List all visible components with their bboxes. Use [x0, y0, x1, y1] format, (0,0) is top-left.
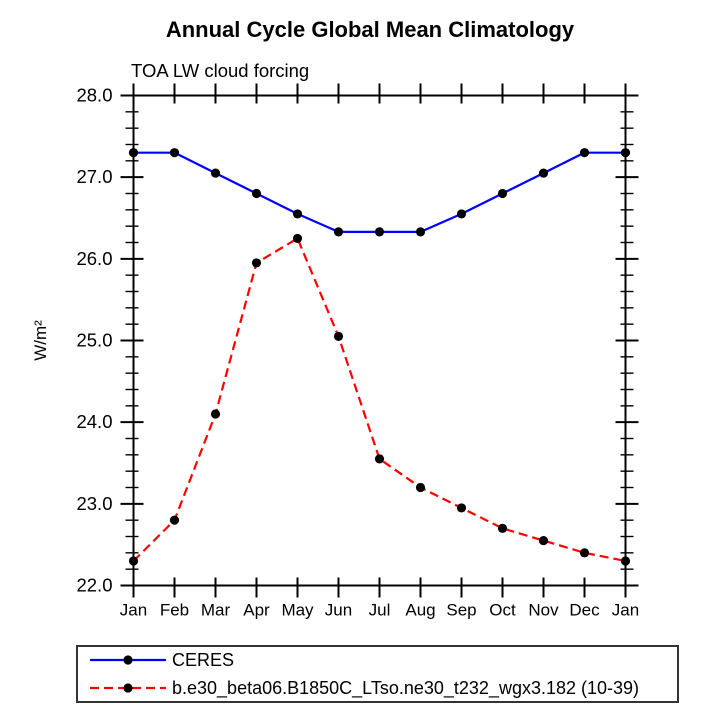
legend-label-model: b.e30_beta06.B1850C_LTso.ne30_t232_wgx3.… [172, 677, 640, 698]
y-axis-tick-label: 26.0 [76, 248, 112, 269]
data-point-model [333, 331, 344, 342]
data-point-model [579, 548, 590, 558]
series-line-model [132, 237, 626, 563]
y-axis-title: W/m² [31, 320, 50, 361]
series-line-ceres [133, 151, 626, 233]
y-axis-tick-label: 28.0 [76, 85, 112, 106]
x-axis-tick-label: Jan [120, 601, 147, 620]
legend-swatch-dashed-red-line-icon [90, 683, 166, 693]
legend-item-ceres: CERES [88, 647, 677, 673]
x-axis-tick-label: Apr [243, 601, 270, 620]
data-point-model [538, 535, 549, 546]
x-axis-tick-label: May [281, 601, 314, 620]
y-axis-tick-label: 25.0 [76, 330, 112, 351]
data-point-ceres [292, 209, 303, 219]
data-point-ceres [374, 227, 385, 237]
legend-label-ceres: CERES [172, 649, 235, 670]
legend-swatch-solid-blue-line-icon [90, 655, 166, 665]
data-point-model [456, 503, 467, 513]
data-point-ceres [538, 168, 549, 178]
data-point-ceres [128, 148, 139, 158]
data-point-ceres [620, 148, 631, 158]
data-point-model [251, 258, 262, 268]
y-axis-tick-label: 22.0 [76, 575, 112, 596]
data-point-ceres [333, 227, 344, 237]
data-point-model [169, 515, 180, 525]
chart-subtitle: TOA LW cloud forcing [131, 60, 310, 81]
data-point-ceres [415, 227, 426, 237]
data-point-ceres [579, 148, 590, 158]
data-point-model [210, 409, 221, 419]
x-axis-tick-label: Mar [201, 601, 231, 620]
chart-title: Annual Cycle Global Mean Climatology [165, 17, 575, 42]
x-axis-tick-label: Jun [325, 601, 352, 620]
data-point-ceres [251, 188, 262, 199]
data-point-model [415, 482, 426, 493]
x-axis-tick-label: Nov [528, 601, 559, 620]
legend: CERES b.e30_beta06.B1850C_LTso.ne30_t232… [76, 645, 679, 703]
data-point-model [374, 454, 385, 464]
y-axis-tick-label: 24.0 [76, 411, 112, 432]
data-point-model [497, 523, 508, 533]
data-point-ceres [210, 168, 221, 178]
data-point-ceres [456, 209, 467, 219]
x-axis-tick-label: Dec [569, 601, 600, 620]
x-axis-tick-label: Oct [489, 601, 516, 620]
x-axis-tick-label: Aug [405, 601, 435, 620]
y-axis-tick-label: 23.0 [76, 493, 112, 514]
data-point-ceres [497, 188, 508, 199]
legend-item-model: b.e30_beta06.B1850C_LTso.ne30_t232_wgx3.… [88, 675, 677, 701]
x-axis-tick-label: Feb [160, 601, 189, 620]
x-axis-tick-label: Jul [369, 601, 391, 620]
x-axis-tick-label: Jan [612, 601, 639, 620]
data-point-model [620, 556, 631, 566]
x-axis-tick-label: Sep [446, 601, 476, 620]
data-point-model [128, 556, 139, 566]
data-point-model [292, 233, 303, 244]
y-axis-tick-label: 27.0 [76, 166, 112, 187]
data-point-ceres [169, 148, 180, 158]
